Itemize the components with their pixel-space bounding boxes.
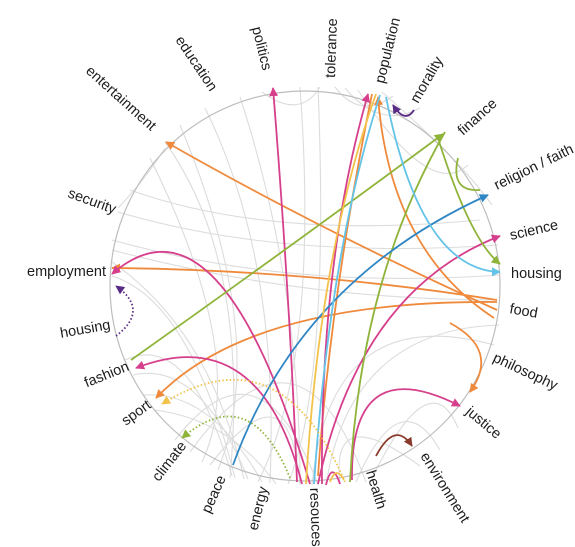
chord-religion-loop (455, 157, 481, 191)
chord-energy-climate (181, 415, 291, 479)
chord-housing-employment (115, 285, 134, 337)
chord-resources-population (321, 93, 371, 485)
label-employment: employment (27, 264, 106, 280)
outer-circle (109, 90, 501, 482)
label-education: education (172, 33, 220, 94)
label-fashion: fashion (82, 359, 131, 391)
label-climate: climate (149, 439, 190, 485)
label-entertainment: entertainment (82, 63, 159, 134)
chord-fashion-finance (130, 133, 444, 361)
label-tolerance: tolerance (323, 18, 341, 78)
label-population: population (372, 16, 404, 85)
label-morality: morality (408, 53, 448, 106)
label-peace: peace (199, 473, 230, 516)
chord-environment-loop (375, 434, 413, 457)
chord-food-entertainment (165, 141, 498, 311)
label-justice: justice (462, 403, 505, 442)
chord-food-religion (374, 96, 495, 319)
chord-philosophy-justice (449, 322, 483, 393)
label-resources: resouces (306, 488, 324, 547)
label-religion: religion / faith (492, 141, 575, 193)
label-politics: politics (248, 25, 274, 72)
chord-food-employment (111, 263, 498, 301)
chord-health-small (329, 472, 345, 483)
label-philosophy: philosophy (490, 350, 560, 394)
chord-resources-politics (269, 87, 298, 483)
label-science: science (508, 217, 560, 244)
chord-resources-employment (111, 250, 311, 485)
chord-resources-sport (161, 379, 346, 483)
chord-resources-population-cyan (313, 94, 381, 485)
chord-health-justice (351, 388, 461, 481)
label-finance: finance (455, 96, 500, 139)
label-security: security (66, 186, 119, 218)
colored-chords (111, 87, 501, 486)
chord-resources-population-yellow (305, 93, 377, 485)
label-housing-right: housing (511, 266, 562, 282)
chord-peace-religion (232, 194, 489, 466)
label-food: food (508, 301, 539, 322)
label-health: health (362, 468, 389, 510)
chord-population-housing (385, 96, 501, 277)
label-energy: energy (246, 484, 272, 532)
chord-resources-health (325, 471, 341, 486)
chord-finance-housing (437, 137, 501, 265)
chord-resources-science (317, 234, 501, 485)
label-housing-left: housing (59, 317, 112, 342)
chord-morality-loop (392, 104, 415, 117)
chord-food-sport (155, 301, 498, 399)
label-environment: environment (417, 450, 473, 526)
chord-resources-fashion (135, 356, 303, 485)
chord-health-finance (349, 131, 446, 483)
